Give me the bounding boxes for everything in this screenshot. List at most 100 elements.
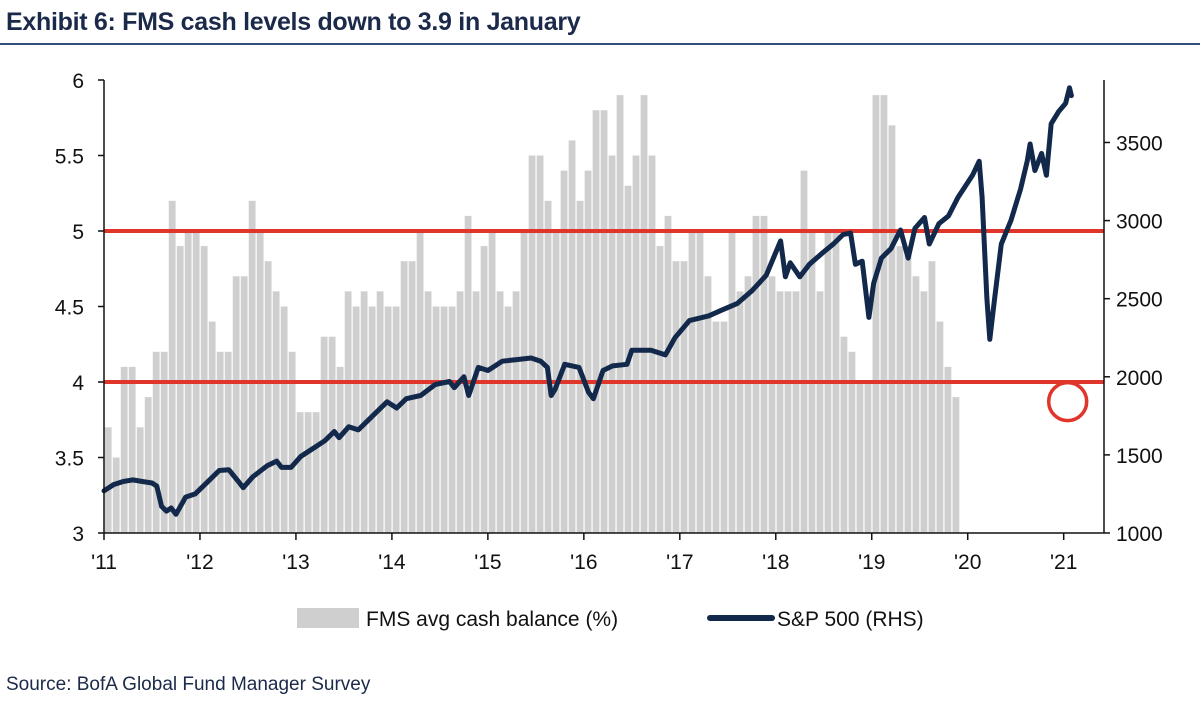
cash-bar bbox=[800, 170, 808, 533]
cash-bar bbox=[224, 351, 232, 533]
cash-bar bbox=[360, 291, 368, 533]
right-tick-label: 1500 bbox=[1116, 445, 1163, 468]
cash-bar bbox=[640, 95, 648, 533]
cash-bar bbox=[672, 261, 680, 533]
cash-bar bbox=[344, 291, 352, 533]
legend-label-cash: FMS avg cash balance (%) bbox=[366, 608, 618, 631]
cash-bar bbox=[848, 351, 856, 533]
cash-bar bbox=[584, 170, 592, 533]
cash-bar bbox=[392, 306, 400, 533]
left-tick-label: 6 bbox=[72, 70, 84, 93]
cash-bar bbox=[176, 246, 184, 533]
cash-bar bbox=[216, 351, 224, 533]
cash-bar bbox=[816, 291, 824, 533]
cash-bar bbox=[120, 366, 128, 533]
cash-bar bbox=[864, 382, 872, 533]
cash-bar bbox=[616, 95, 624, 533]
x-tick-label: '12 bbox=[186, 551, 213, 574]
cash-bar bbox=[560, 170, 568, 533]
cash-bar bbox=[528, 155, 536, 533]
cash-bar bbox=[200, 246, 208, 533]
cash-bar bbox=[288, 351, 296, 533]
right-tick-label: 2500 bbox=[1116, 289, 1163, 312]
left-tick-label: 5.5 bbox=[55, 146, 84, 169]
x-tick-label: '13 bbox=[282, 551, 309, 574]
cash-bar bbox=[424, 291, 432, 533]
cash-bar bbox=[856, 382, 864, 533]
right-tick-label: 2000 bbox=[1116, 367, 1163, 390]
cash-bar bbox=[152, 351, 160, 533]
cash-bar bbox=[304, 412, 312, 533]
cash-bar bbox=[104, 427, 112, 533]
cash-bar bbox=[608, 155, 616, 533]
cash-bar bbox=[352, 306, 360, 533]
cash-bar bbox=[376, 291, 384, 533]
cash-bar bbox=[336, 366, 344, 533]
cash-bar bbox=[480, 246, 488, 533]
left-tick-label: 3.5 bbox=[55, 448, 84, 471]
cash-bar bbox=[312, 412, 320, 533]
cash-bar bbox=[496, 291, 504, 533]
cash-bar bbox=[768, 276, 776, 533]
cash-bar bbox=[384, 306, 392, 533]
x-tick-label: '20 bbox=[954, 551, 981, 574]
cash-bar bbox=[128, 366, 136, 533]
x-tick-label: '16 bbox=[570, 551, 597, 574]
cash-bar bbox=[320, 336, 328, 533]
cash-bar bbox=[232, 276, 240, 533]
legend-swatch-cash bbox=[297, 608, 359, 628]
axes: 3 3.5 4 4.5 5 5.5 6 1000 1500 2000 2500 3000 3500 '11… bbox=[55, 70, 1163, 574]
cash-bar bbox=[912, 276, 920, 533]
cash-bar bbox=[512, 291, 520, 533]
cash-bar bbox=[536, 155, 544, 533]
cash-bar bbox=[736, 291, 744, 533]
cash-bar bbox=[296, 412, 304, 533]
right-tick-label: 1000 bbox=[1116, 523, 1163, 546]
cash-bar bbox=[432, 306, 440, 533]
cash-balance-bars bbox=[104, 95, 960, 534]
cash-bar bbox=[448, 306, 456, 533]
cash-bar bbox=[456, 291, 464, 533]
cash-bar bbox=[776, 291, 784, 533]
cash-bar bbox=[840, 336, 848, 533]
highlight-circle bbox=[1046, 380, 1089, 423]
cash-bar bbox=[680, 261, 688, 533]
cash-bar bbox=[400, 261, 408, 533]
cash-bar bbox=[784, 291, 792, 533]
left-tick-label: 3 bbox=[72, 523, 84, 546]
sp500-line bbox=[101, 85, 1074, 517]
cash-bar bbox=[720, 321, 728, 533]
cash-bar bbox=[896, 246, 904, 533]
cash-bar bbox=[208, 321, 216, 533]
cash-bar bbox=[664, 215, 672, 533]
left-tick-label: 4.5 bbox=[55, 297, 84, 320]
cash-bar bbox=[240, 276, 248, 533]
cash-bar bbox=[928, 261, 936, 533]
cash-bar bbox=[168, 200, 176, 534]
title-rule bbox=[0, 43, 1200, 45]
cash-bar bbox=[144, 397, 152, 533]
cash-bar bbox=[656, 246, 664, 533]
cash-bar bbox=[944, 366, 952, 533]
x-tick-label: '21 bbox=[1050, 551, 1077, 574]
cash-bar bbox=[280, 306, 288, 533]
cash-bar bbox=[568, 140, 576, 533]
cash-bar bbox=[952, 397, 960, 533]
x-tick-label: '11 bbox=[91, 551, 117, 574]
cash-bar bbox=[704, 276, 712, 533]
cash-bar bbox=[112, 457, 120, 533]
cash-bar bbox=[792, 291, 800, 533]
cash-bar bbox=[920, 291, 928, 533]
cash-bar bbox=[760, 215, 768, 533]
left-tick-label: 4 bbox=[72, 372, 84, 395]
source-note: Source: BofA Global Fund Manager Survey bbox=[6, 674, 371, 695]
cash-bar bbox=[472, 291, 480, 533]
sp500-line-group bbox=[101, 85, 1089, 517]
cash-bar bbox=[936, 321, 944, 533]
cash-bar bbox=[440, 306, 448, 533]
cash-bar bbox=[592, 110, 600, 533]
cash-bar bbox=[632, 155, 640, 533]
legend-label-sp500: S&P 500 (RHS) bbox=[777, 608, 924, 631]
cash-bar bbox=[160, 351, 168, 533]
